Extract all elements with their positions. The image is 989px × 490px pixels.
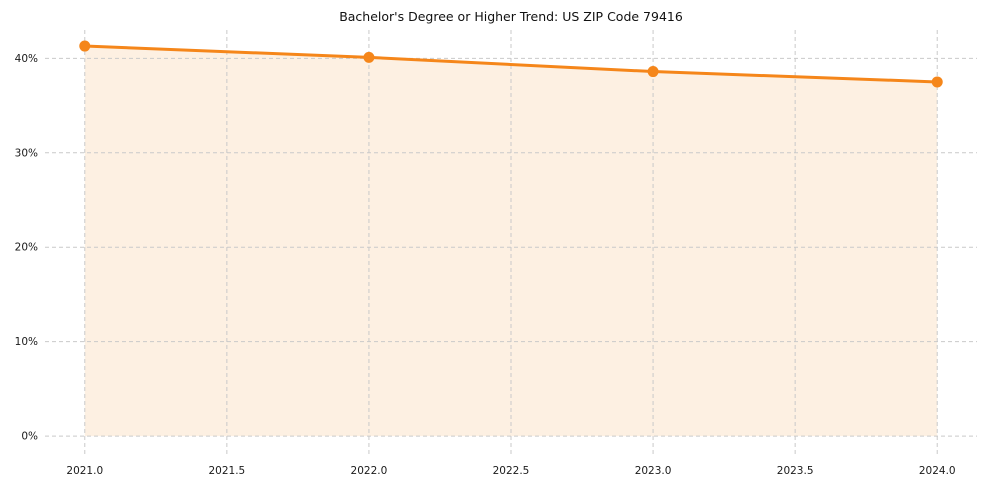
x-tick-label: 2021.0 bbox=[66, 465, 103, 477]
y-tick-label: 20% bbox=[15, 242, 38, 254]
data-point bbox=[931, 76, 943, 88]
x-tick-label: 2024.0 bbox=[919, 465, 956, 477]
chart-title: Bachelor's Degree or Higher Trend: US ZI… bbox=[339, 9, 683, 24]
trend-line bbox=[83, 44, 939, 84]
y-tick-label: 0% bbox=[21, 431, 38, 443]
y-tick-label: 30% bbox=[15, 147, 38, 159]
x-tick-label: 2021.5 bbox=[208, 465, 245, 477]
x-tick-label: 2022.0 bbox=[351, 465, 388, 477]
y-axis-tick-labels: 0% 10% 20% 30% 40% bbox=[15, 53, 38, 443]
data-point-markers bbox=[79, 40, 943, 88]
data-point bbox=[647, 66, 659, 78]
gridlines bbox=[45, 30, 977, 455]
x-tick-label: 2023.5 bbox=[777, 465, 814, 477]
y-tick-label: 40% bbox=[15, 53, 38, 65]
data-point bbox=[79, 40, 91, 52]
x-tick-label: 2022.5 bbox=[493, 465, 530, 477]
x-axis-tick-labels: 2021.0 2021.5 2022.0 2022.5 2023.0 2023.5 2024… bbox=[66, 465, 955, 477]
y-tick-label: 10% bbox=[15, 336, 38, 348]
data-point bbox=[363, 51, 375, 63]
x-tick-label: 2023.0 bbox=[635, 465, 672, 477]
